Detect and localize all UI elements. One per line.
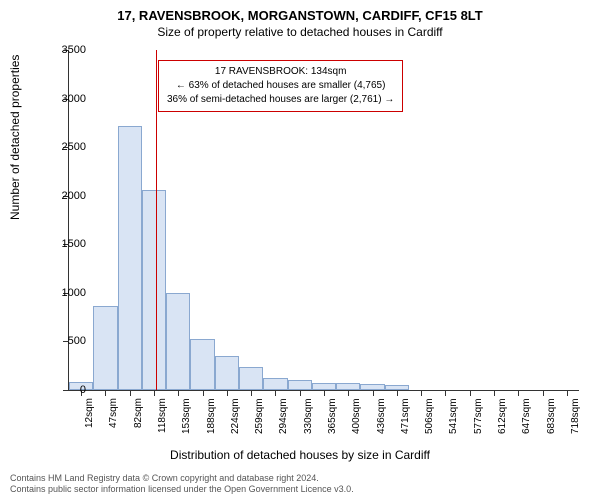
y-tick-label: 1500: [46, 238, 86, 250]
info-line-2: ← 63% of detached houses are smaller (4,…: [167, 79, 394, 93]
histogram-bar: [312, 383, 336, 390]
x-tick: [518, 390, 519, 396]
x-tick: [203, 390, 204, 396]
y-tick-label: 1000: [46, 287, 86, 299]
title-sub: Size of property relative to detached ho…: [0, 23, 600, 39]
y-tick-label: 500: [46, 335, 86, 347]
histogram-bar: [288, 380, 312, 390]
x-tick: [567, 390, 568, 396]
histogram-bar: [142, 190, 166, 390]
x-tick: [421, 390, 422, 396]
reference-line: [156, 50, 157, 390]
y-tick-label: 2500: [46, 141, 86, 153]
footer-line-1: Contains HM Land Registry data © Crown c…: [10, 473, 354, 485]
info-line-1: 17 RAVENSBROOK: 134sqm: [167, 65, 394, 79]
x-tick: [251, 390, 252, 396]
y-tick-label: 0: [46, 384, 86, 396]
x-tick: [275, 390, 276, 396]
x-tick: [543, 390, 544, 396]
x-tick: [494, 390, 495, 396]
histogram-bar: [239, 367, 263, 390]
histogram-bar: [263, 378, 287, 390]
x-tick: [154, 390, 155, 396]
histogram-bar: [336, 383, 360, 390]
histogram-bar: [215, 356, 239, 390]
x-tick: [445, 390, 446, 396]
x-tick: [227, 390, 228, 396]
title-main: 17, RAVENSBROOK, MORGANSTOWN, CARDIFF, C…: [0, 0, 600, 23]
x-tick: [470, 390, 471, 396]
y-axis-label: Number of detached properties: [8, 55, 22, 220]
y-tick-label: 3000: [46, 93, 86, 105]
chart-area: 17 RAVENSBROOK: 134sqm ← 63% of detached…: [68, 50, 578, 390]
info-box: 17 RAVENSBROOK: 134sqm ← 63% of detached…: [158, 60, 403, 112]
x-tick: [130, 390, 131, 396]
x-tick: [397, 390, 398, 396]
x-tick: [348, 390, 349, 396]
footer-line-2: Contains public sector information licen…: [10, 484, 354, 496]
y-tick-label: 2000: [46, 190, 86, 202]
x-tick: [373, 390, 374, 396]
histogram-bar: [166, 293, 190, 390]
footer: Contains HM Land Registry data © Crown c…: [10, 473, 354, 496]
chart-container: 17, RAVENSBROOK, MORGANSTOWN, CARDIFF, C…: [0, 0, 600, 500]
x-tick: [105, 390, 106, 396]
y-tick-label: 3500: [46, 44, 86, 56]
info-line-3: 36% of semi-detached houses are larger (…: [167, 93, 394, 107]
x-tick: [324, 390, 325, 396]
histogram-bar: [190, 339, 214, 390]
x-axis-label: Distribution of detached houses by size …: [0, 448, 600, 462]
x-tick: [178, 390, 179, 396]
histogram-bar: [93, 306, 117, 390]
x-tick: [300, 390, 301, 396]
histogram-bar: [118, 126, 142, 390]
